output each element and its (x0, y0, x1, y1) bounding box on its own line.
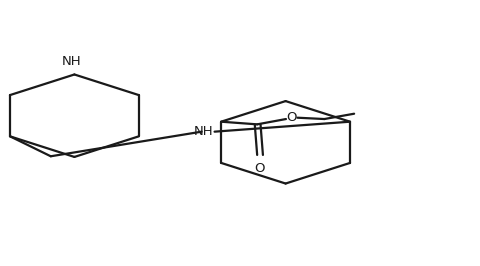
Text: NH: NH (62, 55, 82, 68)
Text: O: O (287, 111, 297, 124)
Text: NH: NH (194, 125, 214, 138)
Text: O: O (254, 162, 265, 174)
